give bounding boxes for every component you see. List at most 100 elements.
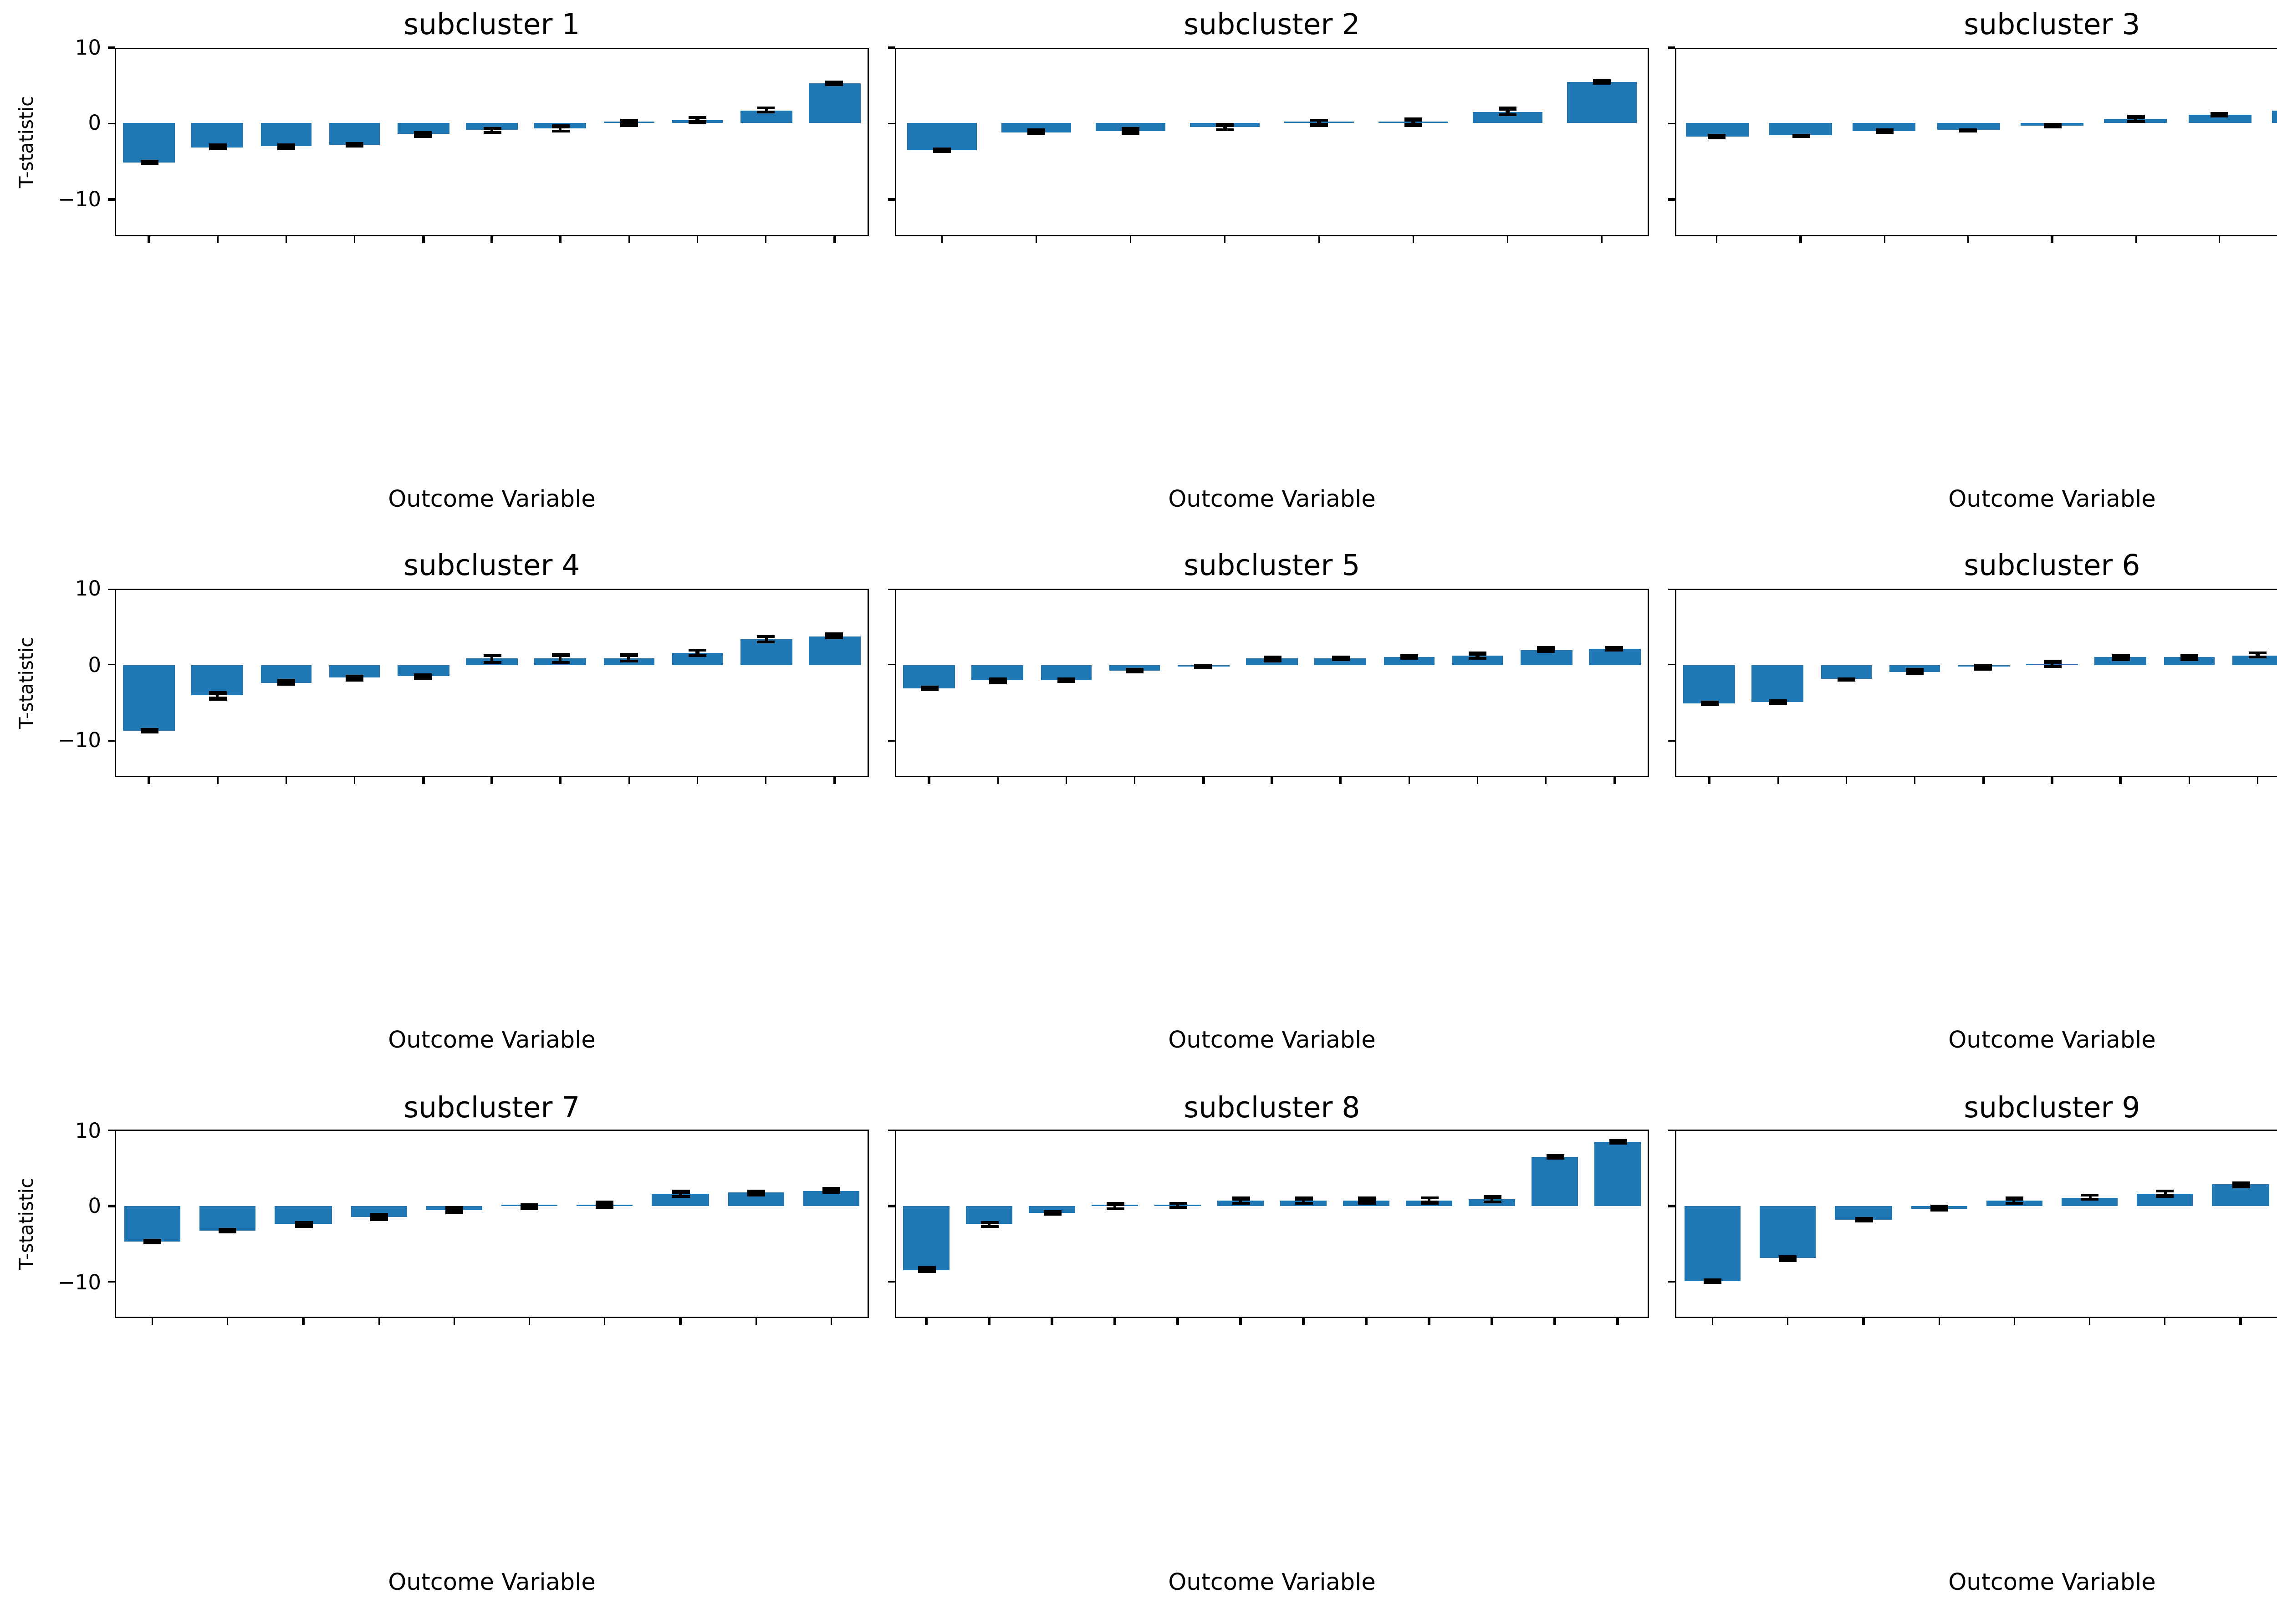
error-bar-whisker xyxy=(559,655,562,663)
x-tick-mark xyxy=(1799,235,1802,243)
error-bar-cap-top xyxy=(1930,1205,1948,1208)
x-tick-mark xyxy=(2218,235,2221,243)
y-tick-mark xyxy=(1668,739,1675,742)
error-bar-cap-bottom xyxy=(1593,81,1611,85)
error-bar-cap-bottom xyxy=(1216,128,1234,132)
y-tick-mark xyxy=(108,1281,115,1283)
error-bar-whisker xyxy=(1239,1198,1242,1203)
bar xyxy=(1594,1142,1641,1207)
error-bar-cap-top xyxy=(1906,668,1924,672)
y-tick-mark xyxy=(108,122,115,125)
error-bar-cap-top xyxy=(1974,664,1992,667)
error-bar-whisker xyxy=(2239,1182,2242,1186)
error-bar-cap-bottom xyxy=(277,146,295,150)
error-bar-cap-bottom xyxy=(1537,649,1555,653)
error-bar-whisker xyxy=(679,1191,682,1196)
error-bar-cap-top xyxy=(1875,128,1894,132)
bar xyxy=(1028,1206,1076,1213)
error-bar-cap-bottom xyxy=(620,659,638,663)
error-bar-cap-bottom xyxy=(826,636,844,639)
subplot-title: subcluster 8 xyxy=(1184,1091,1360,1124)
x-tick-mark xyxy=(833,235,836,243)
x-tick-mark xyxy=(151,1318,153,1325)
x-tick-mark xyxy=(1845,777,1848,784)
plot-area xyxy=(895,1130,1649,1319)
x-tick-mark xyxy=(988,1318,990,1325)
y-tick-mark xyxy=(1668,1205,1675,1207)
bar xyxy=(1683,665,1735,704)
x-tick-mark xyxy=(378,1318,380,1325)
error-bar-cap-top xyxy=(1027,128,1045,132)
x-tick-mark xyxy=(1365,1318,1368,1325)
error-bar-whisker xyxy=(2088,1195,2092,1199)
error-bar-cap-bottom xyxy=(294,1224,312,1227)
x-tick-mark xyxy=(1271,777,1273,784)
error-bar-whisker xyxy=(1937,1207,1940,1211)
error-bar-cap-bottom xyxy=(2249,655,2267,659)
x-tick-mark xyxy=(1065,777,1067,784)
error-bar-cap-top xyxy=(620,119,638,123)
error-bar-cap-bottom xyxy=(140,162,158,166)
error-bar-cap-top xyxy=(1593,79,1611,83)
y-axis-label: T-statistic xyxy=(16,95,38,188)
x-tick-mark xyxy=(1428,1318,1430,1325)
error-bar-whisker xyxy=(764,636,768,642)
bar xyxy=(124,1206,181,1241)
x-tick-mark xyxy=(1051,1318,1053,1325)
error-bar-cap-top xyxy=(689,116,707,119)
error-bar-cap-bottom xyxy=(689,653,707,657)
y-tick-label: 10 xyxy=(75,577,101,602)
x-tick-mark xyxy=(1862,1318,1865,1325)
error-bar-cap-bottom xyxy=(689,120,707,124)
error-bar-cap-top xyxy=(826,80,844,83)
error-bar-cap-top xyxy=(1043,1210,1061,1213)
error-bar-cap-top xyxy=(2112,654,2130,657)
error-bar-cap-top xyxy=(277,679,295,683)
y-tick-mark xyxy=(888,588,895,591)
bar xyxy=(1315,658,1366,665)
error-bar-cap-bottom xyxy=(2043,665,2061,668)
bar xyxy=(1853,123,1916,131)
error-bar-cap-bottom xyxy=(445,1210,463,1214)
x-tick-mark xyxy=(490,235,493,243)
x-tick-mark xyxy=(1129,235,1132,243)
error-bar-cap-top xyxy=(346,674,364,678)
error-bar-cap-bottom xyxy=(920,687,938,691)
plot-area xyxy=(1675,47,2277,236)
y-tick-mark xyxy=(108,1130,115,1132)
error-bar-cap-top xyxy=(1708,133,1726,137)
error-bar-cap-top xyxy=(1704,1278,1722,1282)
error-bar-cap-top xyxy=(1332,655,1350,659)
error-bar-cap-bottom xyxy=(671,1195,689,1198)
error-bar-cap-bottom xyxy=(209,697,227,700)
y-tick-mark xyxy=(888,47,895,49)
error-bar-cap-bottom xyxy=(1608,1141,1627,1145)
y-tick-label: −10 xyxy=(58,1269,101,1294)
y-tick-mark xyxy=(888,1281,895,1283)
error-bar-cap-bottom xyxy=(2180,657,2198,661)
error-bar-cap-bottom xyxy=(989,680,1007,684)
bar xyxy=(1001,123,1072,132)
error-bar-cap-top xyxy=(551,124,570,128)
y-axis-label: T-statistic xyxy=(16,1178,38,1270)
y-tick-mark xyxy=(1668,47,1675,49)
error-bar-whisker xyxy=(603,1203,607,1207)
y-tick-label: 10 xyxy=(75,36,101,61)
y-tick-label: 0 xyxy=(88,111,101,136)
y-tick-mark xyxy=(1668,1130,1675,1132)
y-tick-mark xyxy=(1668,198,1675,200)
bar xyxy=(1936,123,2000,131)
bar xyxy=(903,665,955,688)
error-bar-cap-bottom xyxy=(1837,678,1855,682)
error-bar-cap-top xyxy=(689,648,707,652)
x-tick-mark xyxy=(1113,1318,1116,1325)
bar xyxy=(2095,657,2146,665)
error-bar-cap-bottom xyxy=(620,123,638,127)
error-bar-cap-bottom xyxy=(209,147,227,150)
error-bar-cap-top xyxy=(2231,1181,2250,1184)
error-bar-whisker xyxy=(627,655,631,661)
error-bar-cap-top xyxy=(140,160,158,163)
bar xyxy=(123,665,175,731)
error-bar-cap-top xyxy=(1106,1202,1124,1206)
